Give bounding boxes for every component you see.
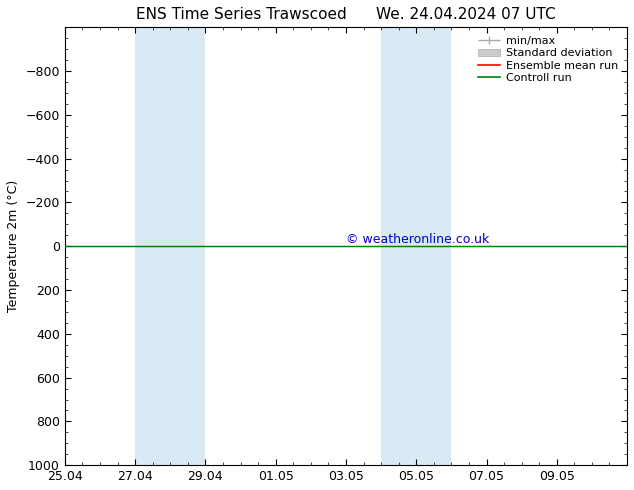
Title: ENS Time Series Trawscoed      We. 24.04.2024 07 UTC: ENS Time Series Trawscoed We. 24.04.2024… — [136, 7, 556, 22]
Legend: min/max, Standard deviation, Ensemble mean run, Controll run: min/max, Standard deviation, Ensemble me… — [475, 33, 621, 86]
Y-axis label: Temperature 2m (°C): Temperature 2m (°C) — [7, 180, 20, 312]
Bar — [135, 27, 205, 465]
Bar — [381, 27, 451, 465]
Text: © weatheronline.co.uk: © weatheronline.co.uk — [346, 233, 489, 246]
